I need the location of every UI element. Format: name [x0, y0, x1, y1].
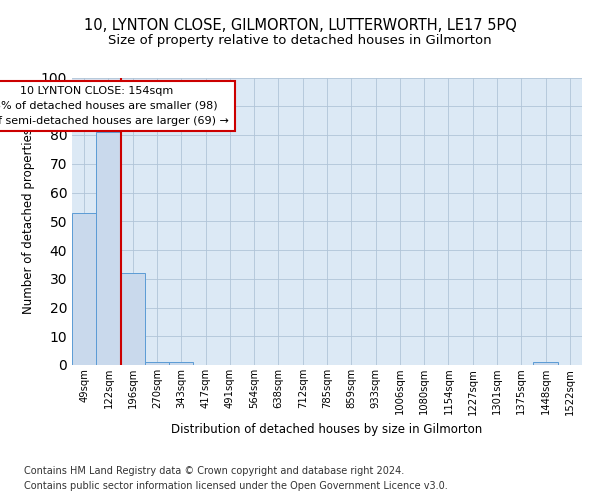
Text: Contains public sector information licensed under the Open Government Licence v3: Contains public sector information licen… [24, 481, 448, 491]
Bar [145, 362, 169, 365]
Text: Size of property relative to detached houses in Gilmorton: Size of property relative to detached ho… [108, 34, 492, 47]
Text: Contains HM Land Registry data © Crown copyright and database right 2024.: Contains HM Land Registry data © Crown c… [24, 466, 404, 476]
Text: 10, LYNTON CLOSE, GILMORTON, LUTTERWORTH, LE17 5PQ: 10, LYNTON CLOSE, GILMORTON, LUTTERWORTH… [83, 18, 517, 32]
Text: 10 LYNTON CLOSE: 154sqm
← 58% of detached houses are smaller (98)
41% of semi-de: 10 LYNTON CLOSE: 154sqm ← 58% of detache… [0, 86, 229, 126]
Bar [169, 362, 193, 365]
X-axis label: Distribution of detached houses by size in Gilmorton: Distribution of detached houses by size … [172, 423, 482, 436]
Bar [96, 132, 121, 365]
Bar [121, 273, 145, 365]
Bar [72, 212, 96, 365]
Y-axis label: Number of detached properties: Number of detached properties [22, 128, 35, 314]
Bar [533, 362, 558, 365]
